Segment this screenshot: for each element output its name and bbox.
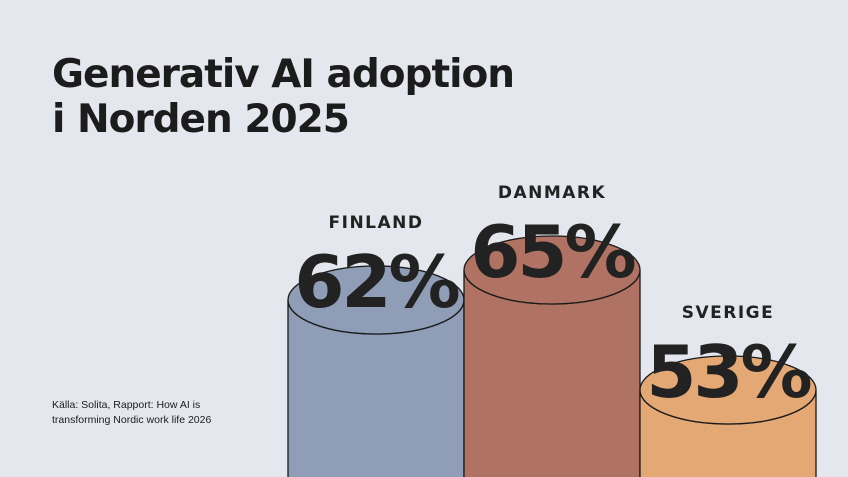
value-label-danmark: 65% (470, 210, 634, 294)
source-line-1: Källa: Solita, Rapport: How AI is (52, 399, 201, 411)
source-note: Källa: Solita, Rapport: How AI is transf… (52, 398, 252, 428)
category-label-finland: FINLAND (329, 213, 424, 233)
page-title: Generativ AI adoption i Norden 2025 (52, 52, 515, 142)
source-line-2: transforming Nordic work life 2026 (52, 414, 212, 426)
value-label-finland: 62% (294, 240, 458, 324)
title-line-1: Generativ AI adoption (52, 52, 515, 97)
value-label-sverige: 53% (646, 330, 810, 414)
category-label-sverige: SVERIGE (682, 303, 775, 323)
category-label-danmark: DANMARK (498, 183, 606, 203)
cylinder-top-sverige (639, 355, 817, 425)
title-line-2: i Norden 2025 (52, 97, 350, 142)
cylinder-top-danmark (463, 235, 641, 305)
